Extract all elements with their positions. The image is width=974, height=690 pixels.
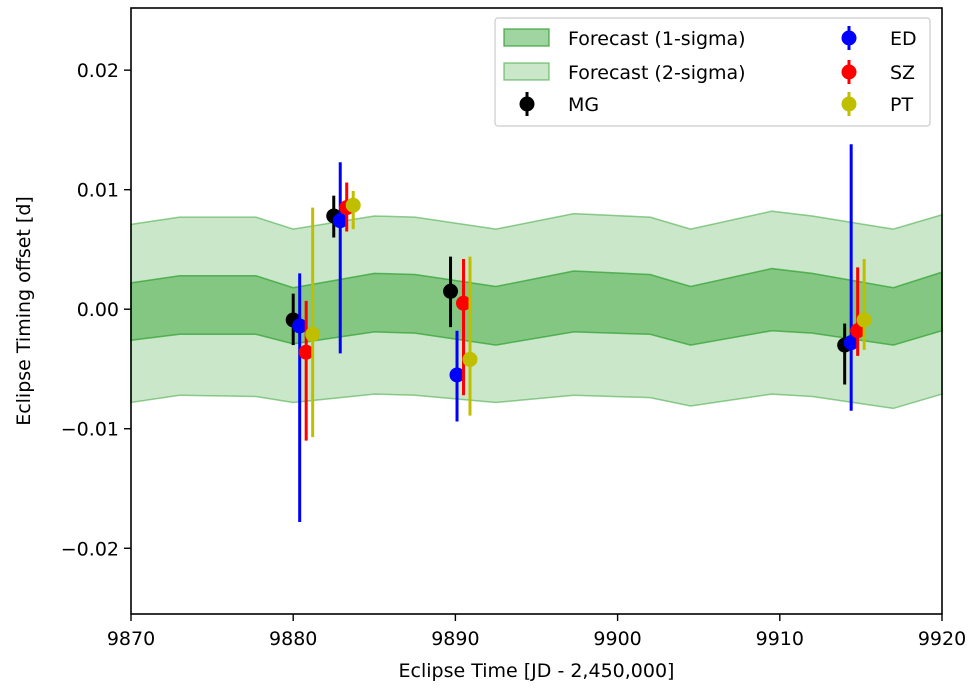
y-tick-label: 0.00	[77, 299, 119, 321]
legend-swatch	[503, 28, 550, 47]
data-point-pt-3	[462, 256, 478, 416]
data-point-ed-1	[292, 273, 308, 522]
marker	[332, 213, 348, 229]
x-tick-label: 9920	[918, 628, 966, 650]
marker	[843, 335, 859, 351]
legend-marker	[841, 30, 857, 46]
legend-box	[494, 17, 931, 127]
data-point-mg-3	[443, 256, 459, 328]
y-tick-label: 0.01	[77, 180, 119, 202]
legend-label: ED	[890, 28, 917, 50]
marker	[449, 367, 465, 383]
x-tick-label: 9880	[269, 628, 317, 650]
x-tick-label: 9910	[756, 628, 804, 650]
data-point-pt-1	[305, 207, 321, 438]
legend-marker	[519, 96, 535, 112]
legend-label: Forecast (1-sigma)	[568, 28, 746, 50]
forecast-bands	[130, 210, 943, 410]
legend: Forecast (1-sigma) Forecast (2-sigma) MG ED…	[494, 17, 931, 127]
marker	[345, 197, 361, 213]
legend-marker	[841, 96, 857, 112]
data-point-pt-4	[856, 259, 872, 350]
marker	[850, 323, 866, 339]
data-point-pt-2	[345, 190, 361, 230]
data-points	[285, 144, 872, 522]
y-tick-label: −0.02	[61, 538, 119, 560]
marker	[292, 318, 308, 334]
legend-label: MG	[568, 94, 599, 116]
legend-label: Forecast (2-sigma)	[568, 62, 746, 84]
marker	[462, 351, 478, 367]
marker	[456, 295, 472, 311]
y-tick-label: 0.02	[77, 60, 119, 82]
x-tick-label: 9890	[431, 628, 479, 650]
data-point-sz-3	[456, 259, 472, 396]
y-axis-label: Eclipse Timing offset [d]	[13, 196, 35, 426]
marker	[298, 344, 314, 360]
marker	[443, 283, 459, 299]
plot-frame	[130, 7, 943, 615]
legend-entry-mg: MG	[519, 92, 599, 116]
legend-entry-sz: SZ	[841, 60, 915, 84]
x-tick-label: 9900	[593, 628, 641, 650]
axis-ticks: 9870 9880 9890 9900 9910 9920 −0.02 −0.01 0.00 0.…	[61, 60, 966, 650]
data-point-ed-3	[449, 330, 465, 422]
y-tick-label: −0.01	[61, 419, 119, 441]
band-one-sigma	[130, 267, 943, 346]
legend-entry-pt: PT	[841, 92, 913, 116]
legend-entry-band-1: Forecast (1-sigma)	[503, 28, 746, 50]
data-point-sz-1	[298, 300, 314, 441]
x-axis-label: Eclipse Time [JD - 2,450,000]	[399, 660, 675, 682]
x-tick-label: 9870	[107, 628, 155, 650]
legend-label: SZ	[890, 62, 915, 84]
data-point-ed-2	[332, 162, 348, 354]
marker	[305, 326, 321, 342]
legend-swatch	[503, 62, 550, 81]
legend-label: PT	[890, 94, 913, 116]
data-point-ed-4	[843, 144, 859, 411]
marker	[856, 312, 872, 328]
legend-entry-band-2: Forecast (2-sigma)	[503, 62, 746, 84]
legend-marker	[841, 64, 857, 80]
data-point-sz-4	[850, 267, 866, 356]
legend-entry-ed: ED	[841, 26, 917, 50]
